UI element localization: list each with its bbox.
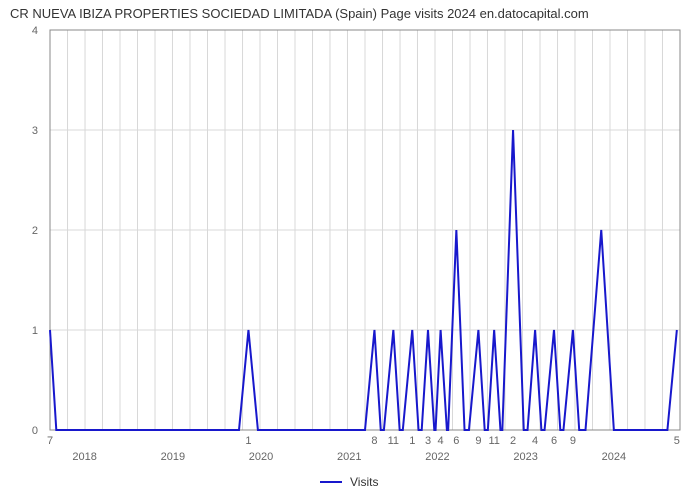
x-tick-label: 2022 [425,451,449,463]
point-label: 4 [532,435,538,447]
point-label: 5 [674,435,680,447]
x-tick-label: 2020 [249,451,273,463]
y-tick-label: 1 [32,325,38,337]
y-tick-label: 3 [32,125,38,137]
point-label: 9 [475,435,481,447]
y-tick-label: 4 [32,25,38,37]
point-label: 11 [388,435,399,447]
y-tick-label: 0 [32,425,38,437]
y-tick-label: 2 [32,225,38,237]
point-label: 1 [245,435,251,447]
point-label: 6 [453,435,459,447]
visits-line-chart: CR NUEVA IBIZA PROPERTIES SOCIEDAD LIMIT… [0,0,700,500]
x-tick-label: 2023 [513,451,537,463]
legend-label: Visits [350,475,378,489]
point-label: 7 [47,435,53,447]
point-label: 2 [510,435,516,447]
point-label: 9 [570,435,576,447]
point-label: 6 [551,435,557,447]
point-label: 8 [371,435,377,447]
point-label: 11 [488,435,499,447]
x-tick-label: 2024 [602,451,626,463]
point-label: 1 [409,435,415,447]
x-tick-label: 2018 [72,451,96,463]
point-label: 4 [438,435,444,447]
x-tick-label: 2019 [161,451,185,463]
chart-title: CR NUEVA IBIZA PROPERTIES SOCIEDAD LIMIT… [10,6,589,21]
x-tick-label: 2021 [337,451,361,463]
point-label: 3 [425,435,431,447]
